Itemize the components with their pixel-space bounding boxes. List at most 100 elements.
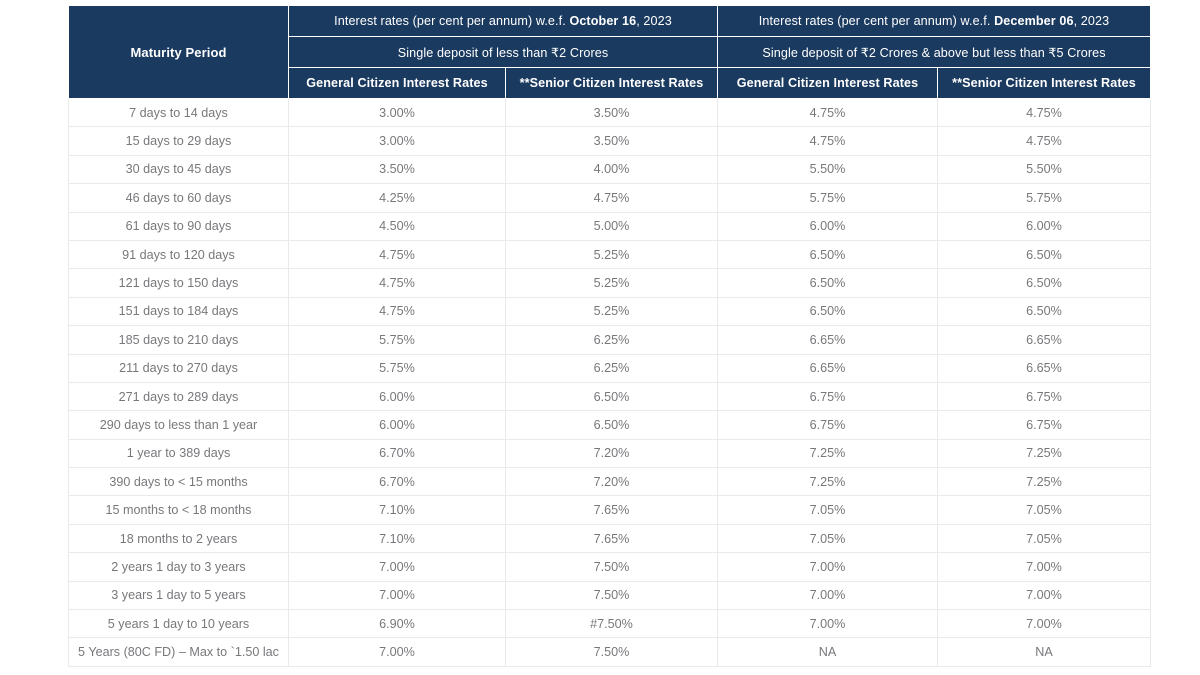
maturity-cell: 2 years 1 day to 3 years xyxy=(68,552,289,582)
rate-cell: 3.50% xyxy=(505,97,718,128)
rate-cell: NA xyxy=(937,637,1151,667)
maturity-cell: 390 days to < 15 months xyxy=(68,467,289,497)
maturity-cell: 18 months to 2 years xyxy=(68,523,289,554)
rate-cell: 7.05% xyxy=(937,523,1151,554)
maturity-cell: 5 years 1 day to 10 years xyxy=(68,609,289,639)
rate-cell: 5.75% xyxy=(937,183,1151,213)
rate-cell: 6.65% xyxy=(937,325,1151,355)
rate-cell: 7.25% xyxy=(717,438,938,469)
rate-cell: #7.50% xyxy=(505,609,718,639)
rate-cell: 6.00% xyxy=(937,211,1151,241)
rate-cell: 7.05% xyxy=(937,495,1151,525)
maturity-cell: 15 months to < 18 months xyxy=(68,495,289,525)
table-header: Maturity Period Interest rates (per cent… xyxy=(68,5,1151,99)
rate-cell: 4.75% xyxy=(717,126,938,156)
fd-rates-table: Maturity Period Interest rates (per cent… xyxy=(68,5,1151,667)
general-citizen-header-oct: General Citizen Interest Rates xyxy=(288,67,506,99)
rate-cell: 7.50% xyxy=(505,580,718,611)
senior-citizen-header-dec: **Senior Citizen Interest Rates xyxy=(937,67,1151,99)
maturity-cell: 1 year to 389 days xyxy=(68,438,289,469)
rate-cell: 7.00% xyxy=(937,609,1151,639)
rate-cell: 5.50% xyxy=(717,154,938,185)
rate-cell: 3.00% xyxy=(288,126,506,156)
rate-cell: 4.00% xyxy=(505,154,718,185)
rate-cell: 5.25% xyxy=(505,239,718,270)
rate-cell: 6.65% xyxy=(937,353,1151,383)
table-row: 1 year to 389 days 6.70% 7.20% 7.25% 7.25% xyxy=(68,438,1151,469)
rate-cell: 6.75% xyxy=(717,410,938,440)
table-row: 15 days to 29 days 3.00% 3.50% 4.75% 4.75% xyxy=(68,126,1151,156)
maturity-cell: 211 days to 270 days xyxy=(68,353,289,383)
table-row: 18 months to 2 years 7.10% 7.65% 7.05% 7.05% xyxy=(68,523,1151,554)
table-row: 3 years 1 day to 5 years 7.00% 7.50% 7.00% 7… xyxy=(68,580,1151,611)
table-row: 121 days to 150 days 4.75% 5.25% 6.50% 6.50% xyxy=(68,268,1151,298)
table-row: 91 days to 120 days 4.75% 5.25% 6.50% 6.50% xyxy=(68,239,1151,270)
maturity-cell: 61 days to 90 days xyxy=(68,211,289,241)
rate-cell: 5.75% xyxy=(288,353,506,383)
table-body: 7 days to 14 days 3.00% 3.50% 4.75% 4.75% 15 … xyxy=(68,97,1151,667)
rate-title-december: Interest rates (per cent per annum) w.e.… xyxy=(717,5,1151,37)
rate-cell: 7.50% xyxy=(505,637,718,667)
rate-title-suffix: , 2023 xyxy=(636,14,672,28)
rate-cell: 5.50% xyxy=(937,154,1151,185)
table-row: 185 days to 210 days 5.75% 6.25% 6.65% 6.65% xyxy=(68,325,1151,355)
rate-cell: 6.50% xyxy=(937,268,1151,298)
rate-cell: 7.00% xyxy=(937,552,1151,582)
rate-cell: 7.25% xyxy=(937,438,1151,469)
table-row: 15 months to < 18 months 7.10% 7.65% 7.05% 7… xyxy=(68,495,1151,525)
table-row: 46 days to 60 days 4.25% 4.75% 5.75% 5.75% xyxy=(68,183,1151,213)
rate-cell: 3.00% xyxy=(288,97,506,128)
maturity-cell: 3 years 1 day to 5 years xyxy=(68,580,289,611)
rate-cell: 7.65% xyxy=(505,523,718,554)
rate-cell: 4.75% xyxy=(505,183,718,213)
header-row-rate-titles: Maturity Period Interest rates (per cent… xyxy=(68,5,1151,99)
rate-cell: 5.25% xyxy=(505,296,718,327)
rate-cell: 6.70% xyxy=(288,438,506,469)
rate-cell: 6.50% xyxy=(937,296,1151,327)
rate-cell: 4.75% xyxy=(937,97,1151,128)
table-row: 290 days to less than 1 year 6.00% 6.50% 6.… xyxy=(68,410,1151,440)
rate-cell: 4.75% xyxy=(717,97,938,128)
rate-cell: 7.05% xyxy=(717,495,938,525)
table-row: 61 days to 90 days 4.50% 5.00% 6.00% 6.00% xyxy=(68,211,1151,241)
table-row: 211 days to 270 days 5.75% 6.25% 6.65% 6.65% xyxy=(68,353,1151,383)
rate-cell: 6.65% xyxy=(717,353,938,383)
maturity-cell: 30 days to 45 days xyxy=(68,154,289,185)
rate-cell: 4.50% xyxy=(288,211,506,241)
rate-cell: 7.10% xyxy=(288,495,506,525)
rate-title-prefix: Interest rates (per cent per annum) w.e.… xyxy=(758,14,995,28)
rate-cell: 7.00% xyxy=(288,580,506,611)
table-row: 390 days to < 15 months 6.70% 7.20% 7.25% 7.… xyxy=(68,467,1151,497)
rate-cell: 6.50% xyxy=(717,239,938,270)
rate-cell: 4.75% xyxy=(937,126,1151,156)
maturity-period-header: Maturity Period xyxy=(68,5,289,99)
table-row: 7 days to 14 days 3.00% 3.50% 4.75% 4.75% xyxy=(68,97,1151,128)
rate-cell: 7.25% xyxy=(717,467,938,497)
rate-cell: 7.00% xyxy=(288,637,506,667)
rate-cell: 7.00% xyxy=(717,580,938,611)
table-row: 151 days to 184 days 4.75% 5.25% 6.50% 6.50% xyxy=(68,296,1151,327)
rate-cell: 6.50% xyxy=(937,239,1151,270)
maturity-cell: 91 days to 120 days xyxy=(68,239,289,270)
maturity-cell: 5 Years (80C FD) – Max to `1.50 lac xyxy=(68,637,289,667)
rate-cell: 6.50% xyxy=(505,381,718,412)
maturity-cell: 151 days to 184 days xyxy=(68,296,289,327)
rate-cell: 6.75% xyxy=(937,381,1151,412)
rate-title-date: October 16 xyxy=(569,14,637,28)
rate-title-october: Interest rates (per cent per annum) w.e.… xyxy=(288,5,718,37)
rate-cell: 7.65% xyxy=(505,495,718,525)
rate-title-date: December 06 xyxy=(994,14,1074,28)
table-row: 2 years 1 day to 3 years 7.00% 7.50% 7.00% 7… xyxy=(68,552,1151,582)
rate-cell: 6.50% xyxy=(717,296,938,327)
rate-cell: 7.00% xyxy=(937,580,1151,611)
rate-cell: 7.00% xyxy=(288,552,506,582)
rate-cell: 6.00% xyxy=(288,410,506,440)
deposit-band-under-2cr: Single deposit of less than ₹2 Crores xyxy=(288,36,718,68)
rate-cell: 6.75% xyxy=(937,410,1151,440)
senior-citizen-header-oct: **Senior Citizen Interest Rates xyxy=(505,67,718,99)
rate-cell: 4.75% xyxy=(288,296,506,327)
table-row: 30 days to 45 days 3.50% 4.00% 5.50% 5.50% xyxy=(68,154,1151,185)
rate-cell: 6.70% xyxy=(288,467,506,497)
rate-cell: 4.25% xyxy=(288,183,506,213)
